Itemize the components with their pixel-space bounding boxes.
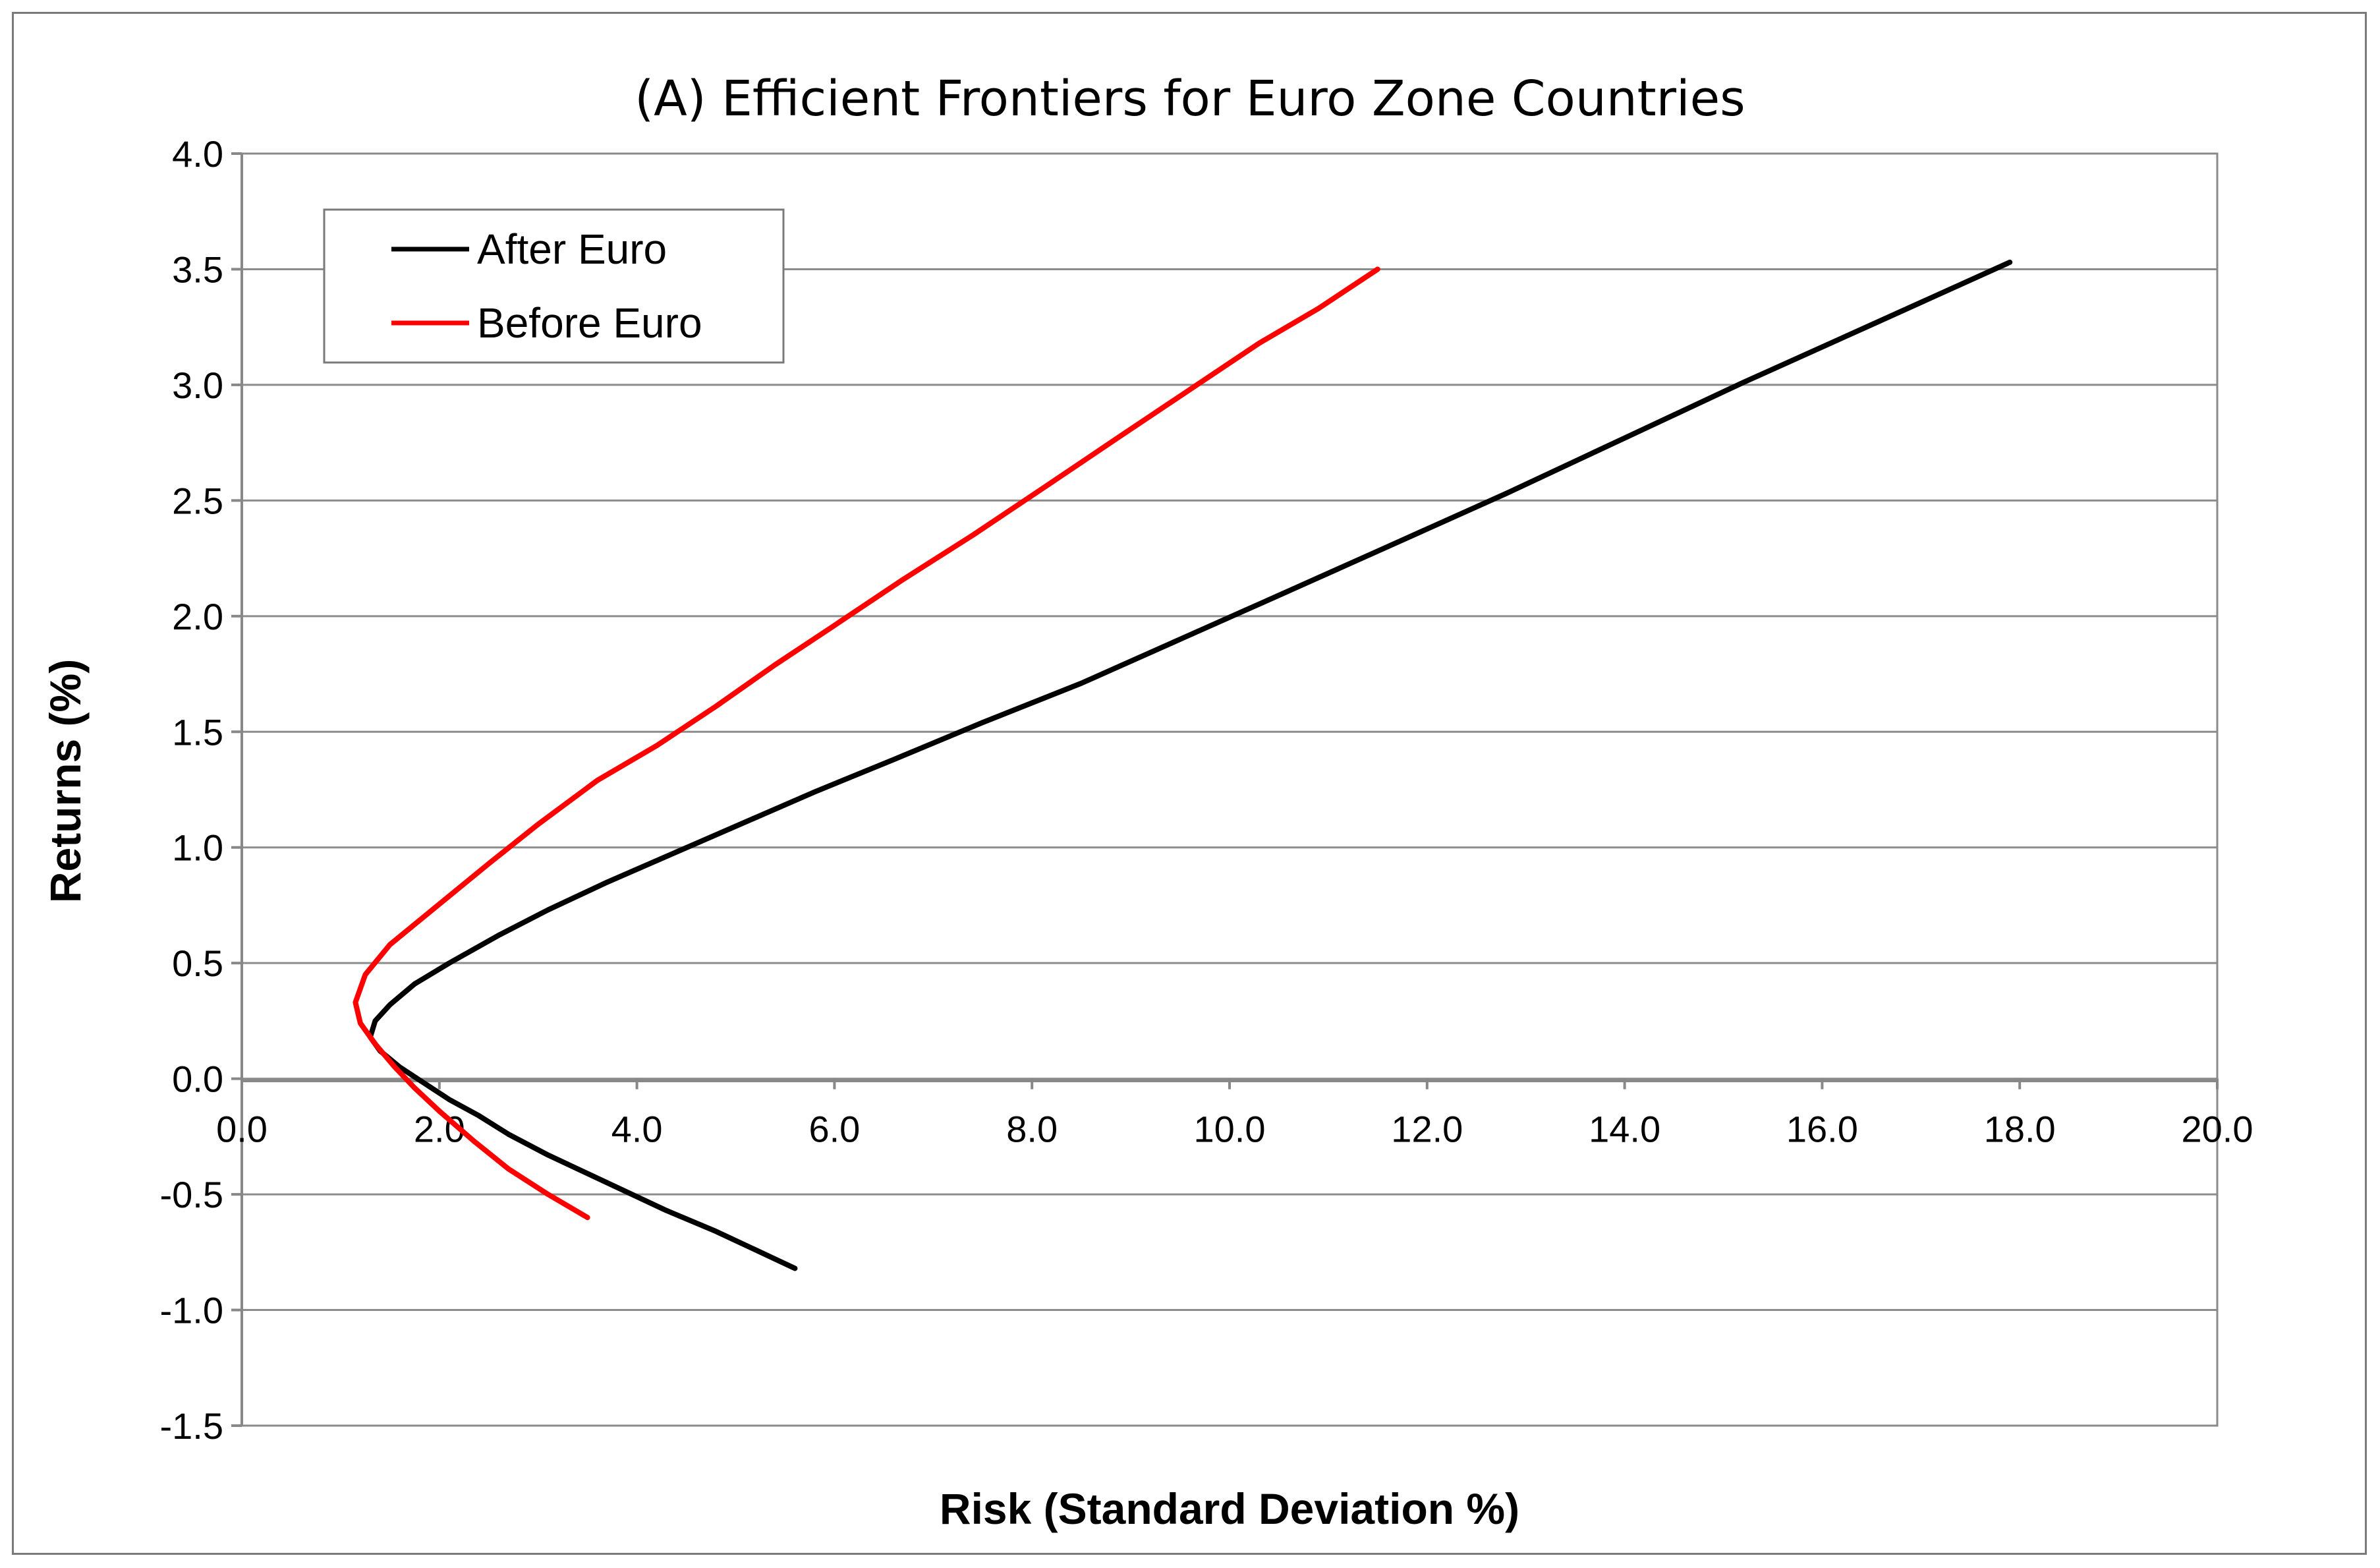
x-tick-label: 16.0 (1786, 1109, 1858, 1150)
x-axis-title: Risk (Standard Deviation %) (940, 1484, 1519, 1533)
series-line-before-euro (353, 266, 1380, 1221)
y-tick-label: 4.0 (172, 133, 223, 175)
series-lines (353, 259, 2013, 1271)
x-tick-labels: 0.0 2.0 4.0 6.0 8.0 10.0 12.0 14.0 16.0 18.0 20.0 (216, 1078, 2253, 1150)
chart-title: (A) Efficient Frontiers for Euro Zone Co… (635, 71, 1745, 127)
x-tick-label: 14.0 (1589, 1109, 1660, 1150)
y-tick-label: -1.5 (160, 1405, 224, 1447)
y-tick-label: -0.5 (160, 1174, 224, 1215)
y-tick-label: 1.0 (172, 827, 223, 869)
x-tick-label: 20.0 (2182, 1109, 2253, 1150)
y-tick-label: -1.0 (160, 1290, 224, 1331)
x-tick-label: 12.0 (1391, 1109, 1463, 1150)
y-tick-label: 1.5 (172, 711, 223, 753)
legend: After Euro Before Euro (323, 208, 785, 364)
y-tick-labels: 4.0 3.5 3.0 2.5 2.0 1.5 1.0 0.5 0.0 -0.5 -1.0 -1.5 (160, 133, 242, 1447)
y-tick-label: 3.5 (172, 248, 223, 290)
y-tick-label: 2.0 (172, 596, 223, 637)
y-tick-label: 2.5 (172, 480, 223, 521)
series-line-after-euro (367, 259, 2013, 1271)
x-tick-label: 6.0 (808, 1109, 860, 1150)
grid-lines (242, 268, 2217, 1312)
x-tick-label: 18.0 (1984, 1109, 2056, 1150)
y-axis-title: Returns (%) (41, 659, 90, 903)
legend-label-before-euro: Before Euro (477, 299, 702, 347)
x-tick-label: 4.0 (611, 1109, 663, 1150)
x-tick-label: 0.0 (216, 1109, 268, 1150)
y-tick-label: 3.0 (172, 364, 223, 406)
y-tick-label: 0.5 (172, 943, 223, 984)
y-tick-label: 0.0 (172, 1059, 223, 1100)
legend-box (323, 208, 785, 364)
legend-label-after-euro: After Euro (477, 225, 667, 273)
x-tick-label: 8.0 (1006, 1109, 1058, 1150)
x-tick-label: 10.0 (1194, 1109, 1266, 1150)
